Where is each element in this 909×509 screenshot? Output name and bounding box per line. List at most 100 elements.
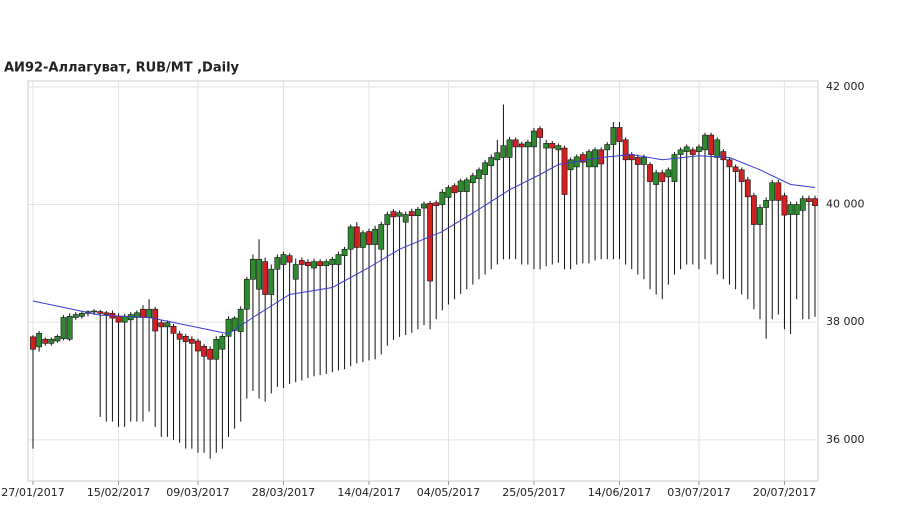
candle-body <box>36 333 43 348</box>
candle-body <box>787 204 794 215</box>
candle-body <box>433 202 440 207</box>
candle-body <box>671 154 678 182</box>
candle-body <box>659 172 666 182</box>
candle-body <box>579 154 586 163</box>
candle-body <box>653 172 660 185</box>
candle-body <box>476 169 482 179</box>
candle-body <box>469 175 476 184</box>
candle-body <box>48 338 55 344</box>
x-tick-label: 25/05/2017 <box>502 486 565 499</box>
candle-body <box>689 149 696 155</box>
moving-average-line <box>32 153 816 335</box>
candle-body <box>384 214 391 225</box>
candle-body <box>188 338 195 344</box>
x-tick-label: 14/04/2017 <box>337 486 400 499</box>
candle-body <box>292 264 299 280</box>
candle-body <box>714 139 721 158</box>
candle-body <box>396 212 403 217</box>
candle-body <box>463 179 470 192</box>
candle-body <box>744 179 751 198</box>
candle-body <box>751 195 757 225</box>
candle-body <box>757 207 763 225</box>
candle-body <box>195 340 201 352</box>
candle-body <box>512 139 519 148</box>
candle-body <box>378 224 385 250</box>
plot-area <box>27 80 819 482</box>
candle-body <box>408 211 415 217</box>
candle-body <box>793 204 800 215</box>
candle-body <box>237 308 244 332</box>
candle-body <box>537 128 543 138</box>
candle-body <box>286 255 293 263</box>
candle-body <box>494 152 501 161</box>
x-tick-label: 28/03/2017 <box>252 486 315 499</box>
candle-body <box>164 322 171 328</box>
candle-body <box>347 226 354 250</box>
candle-body <box>262 261 269 295</box>
candle-body <box>775 182 782 201</box>
candle-body <box>506 139 513 158</box>
candle-body <box>121 315 128 323</box>
candle-body <box>781 195 788 216</box>
y-tick-label: 38 000 <box>826 315 865 328</box>
candle-body <box>78 313 85 317</box>
candle-body <box>610 127 617 145</box>
candle-body <box>414 208 421 217</box>
candle-body <box>390 211 397 218</box>
candle-body <box>256 258 262 290</box>
candle-body <box>152 308 159 332</box>
candle-body <box>280 254 287 265</box>
x-tick-label: 27/01/2017 <box>1 486 64 499</box>
candle-body <box>91 310 97 313</box>
candle-body <box>812 198 818 207</box>
candle-body <box>329 258 336 265</box>
candle-body <box>305 261 311 267</box>
candle-body <box>769 182 776 201</box>
candle-body <box>622 139 629 161</box>
candle-body <box>360 232 366 248</box>
candle-body <box>421 203 427 209</box>
candle-body <box>555 145 562 151</box>
candle-body <box>298 260 305 265</box>
x-tick-label: 04/05/2017 <box>417 486 480 499</box>
candle-body <box>243 278 250 310</box>
candle-body <box>543 143 550 149</box>
candle-body <box>445 187 452 198</box>
candle-body <box>158 322 165 328</box>
x-tick-label: 15/02/2017 <box>87 486 150 499</box>
candle-body <box>219 335 226 350</box>
candle-body <box>182 335 189 342</box>
candle-body <box>665 169 672 178</box>
candle-body <box>207 348 214 360</box>
candle-body <box>531 130 537 148</box>
candle-body <box>567 159 574 171</box>
candle-body <box>677 149 684 155</box>
candle-body <box>634 157 641 165</box>
y-tick-label: 42 000 <box>826 80 865 93</box>
candle-body <box>402 214 409 223</box>
x-tick-label: 09/03/2017 <box>166 486 229 499</box>
candle-body <box>616 127 623 142</box>
candle-body <box>146 308 152 318</box>
candle-body <box>738 169 745 182</box>
candle-body <box>366 231 372 245</box>
candle-body <box>732 166 739 172</box>
candle-body <box>604 144 611 151</box>
candle-body <box>60 317 67 339</box>
candle-body <box>213 338 220 360</box>
candle-body <box>140 308 146 318</box>
candle-body <box>482 162 488 175</box>
y-tick-label: 36 000 <box>826 433 865 446</box>
candle-body <box>518 143 525 148</box>
candle-body <box>561 147 568 195</box>
candle-body <box>323 261 330 267</box>
candle-body <box>805 198 812 202</box>
candle-body <box>274 257 281 270</box>
candle-body <box>683 146 690 152</box>
candle-body <box>54 335 61 342</box>
candle-body <box>335 254 342 265</box>
candle-body <box>720 151 727 161</box>
x-tick-label: 03/07/2017 <box>667 486 730 499</box>
